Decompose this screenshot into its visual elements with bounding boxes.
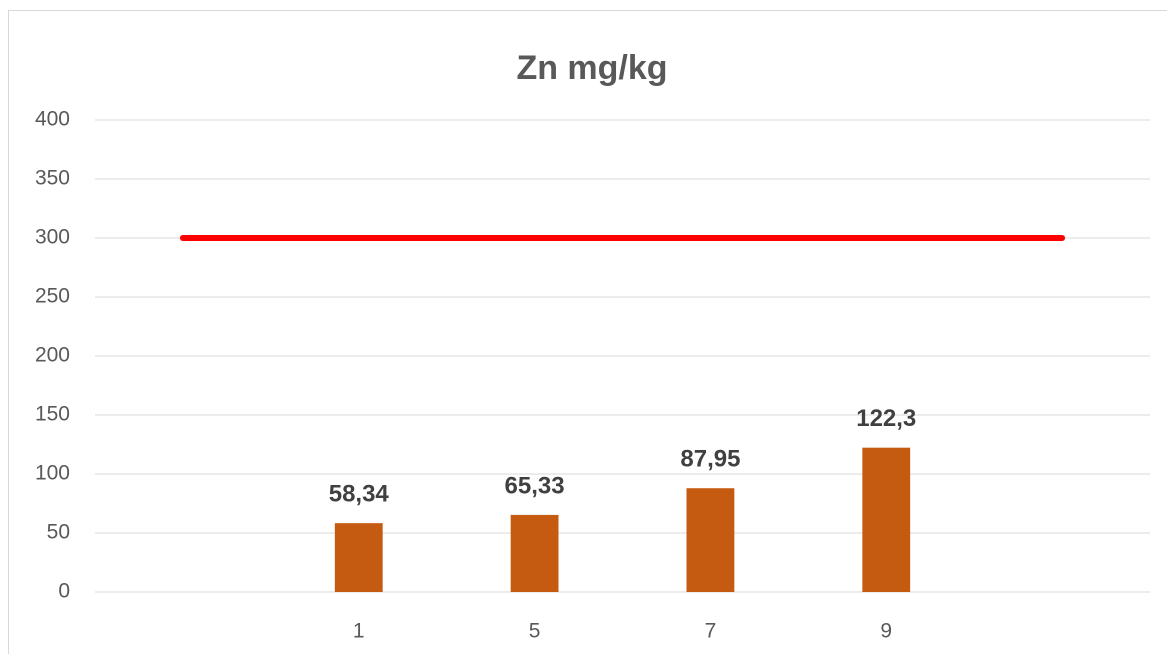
chart-title: Zn mg/kg: [516, 49, 667, 87]
y-tick-label: 0: [58, 580, 70, 603]
chart-frame: [8, 10, 1167, 654]
bar: [510, 514, 559, 592]
data-label: 65,33: [505, 472, 565, 499]
x-tick-label: 1: [353, 620, 365, 643]
y-tick-label: 150: [35, 403, 70, 426]
bar: [862, 447, 911, 592]
data-label: 122,3: [856, 405, 916, 432]
y-tick-label: 300: [35, 226, 70, 249]
data-label: 87,95: [680, 446, 740, 473]
y-tick-label: 400: [35, 108, 70, 131]
y-tick-label: 50: [47, 521, 70, 544]
data-label: 58,34: [329, 481, 390, 508]
y-tick-label: 100: [35, 462, 70, 485]
y-tick-label: 350: [35, 167, 70, 190]
y-tick-label: 250: [35, 285, 70, 308]
x-tick-label: 5: [529, 620, 541, 643]
bar: [334, 523, 383, 592]
x-tick-label: 7: [705, 620, 717, 643]
bar: [686, 488, 735, 592]
y-tick-label: 200: [35, 344, 70, 367]
x-tick-label: 9: [880, 620, 892, 643]
